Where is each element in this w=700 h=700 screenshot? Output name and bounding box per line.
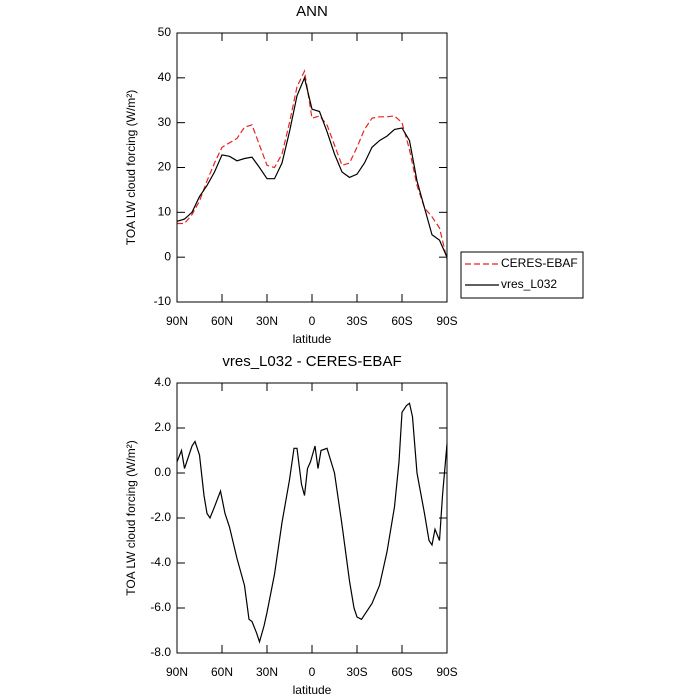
x-tick-label: 30S (346, 665, 367, 679)
x-tick-label: 90N (166, 314, 188, 328)
y-axis-label: TOA LW cloud forcing (W/m²) (124, 90, 138, 246)
x-tick-label: 90N (166, 665, 188, 679)
y-axis-label: TOA LW cloud forcing (W/m²) (124, 440, 138, 596)
y-tick-label: 50 (158, 25, 172, 39)
x-tick-label: 60N (211, 665, 233, 679)
x-tick-label: 90S (436, 314, 457, 328)
y-tick-label: -4.0 (150, 555, 171, 569)
y-tick-label: 0.0 (154, 465, 171, 479)
x-tick-label: 60S (391, 314, 412, 328)
legend-label: vres_L032 (501, 277, 557, 291)
y-tick-label: 20 (158, 160, 172, 174)
y-tick-label: 30 (158, 115, 172, 129)
legend-box (460, 251, 584, 299)
y-tick-label: -8.0 (150, 645, 171, 659)
x-tick-label: 0 (309, 314, 316, 328)
plot-frame (176, 32, 448, 303)
y-tick-label: 0 (164, 249, 171, 263)
x-tick-label: 90S (436, 665, 457, 679)
y-tick-label: 2.0 (154, 420, 171, 434)
x-tick-label: 60S (391, 665, 412, 679)
x-tick-label: 30S (346, 314, 367, 328)
x-tick-label: 30N (256, 665, 278, 679)
legend-label: CERES-EBAF (501, 256, 578, 270)
chart-title: ANN (296, 3, 328, 20)
x-tick-label: 60N (211, 314, 233, 328)
data-line (176, 402, 448, 644)
y-tick-label: -2.0 (150, 510, 171, 524)
y-tick-label: -6.0 (150, 600, 171, 614)
y-tick-label: 40 (158, 70, 172, 84)
x-axis-label: latitude (293, 683, 332, 697)
x-tick-label: 30N (256, 314, 278, 328)
data-line (176, 75, 448, 258)
data-line (177, 69, 448, 260)
y-tick-label: -10 (154, 294, 172, 308)
plot-frame (176, 382, 448, 654)
x-tick-label: 0 (309, 665, 316, 679)
y-tick-label: 10 (158, 205, 172, 219)
y-tick-label: 4.0 (154, 375, 171, 389)
chart-title: vres_L032 - CERES-EBAF (222, 353, 401, 370)
x-axis-label: latitude (293, 332, 332, 346)
